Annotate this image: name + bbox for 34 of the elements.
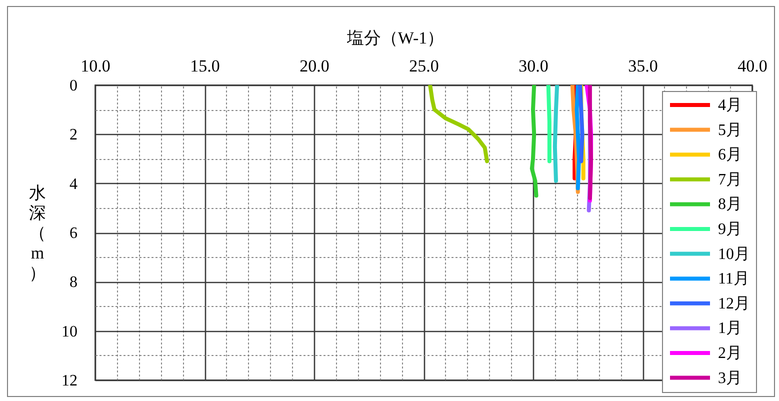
- legend-label: 2月: [718, 345, 742, 362]
- x-axis-title: 塩分（W-1）: [346, 28, 444, 48]
- legend-label: 12月: [718, 295, 750, 312]
- y-axis-title: 水深（m）: [29, 184, 46, 282]
- y-tick-label: 12: [62, 372, 78, 390]
- line-series: [574, 85, 581, 190]
- x-tick-label: 30.0: [518, 56, 548, 76]
- legend-label: 6月: [718, 146, 742, 164]
- y-tick-label: 0: [70, 78, 78, 94]
- y-tick-label: 8: [70, 274, 78, 292]
- x-tick-label: 15.0: [190, 56, 220, 76]
- line-series: [588, 85, 594, 200]
- y-tick-label: 4: [70, 176, 78, 193]
- legend-label: 11月: [718, 270, 750, 288]
- x-tick-label: 10.0: [80, 56, 110, 76]
- y-tick-label: 6: [70, 225, 78, 242]
- legend-label: 5月: [718, 122, 742, 139]
- legend-label: 9月: [718, 221, 742, 238]
- line-series: [552, 85, 560, 183]
- y-tick-label: 10: [62, 323, 78, 340]
- legend-label: 1月: [718, 320, 742, 338]
- legend-label: 3月: [718, 370, 742, 387]
- legend-label: 10月: [718, 246, 750, 263]
- legend-label: 7月: [718, 171, 742, 188]
- x-tick-label: 20.0: [300, 56, 330, 76]
- legend-label: 8月: [718, 196, 742, 214]
- x-tick-label: 35.0: [628, 56, 658, 76]
- x-tick-label: 25.0: [409, 56, 439, 76]
- x-tick-label: 40.0: [738, 56, 768, 76]
- line-series: [530, 85, 538, 198]
- line-series: [578, 85, 584, 164]
- line-series: [428, 85, 490, 164]
- y-tick-label: 2: [70, 126, 78, 144]
- legend-label: 4月: [718, 97, 742, 114]
